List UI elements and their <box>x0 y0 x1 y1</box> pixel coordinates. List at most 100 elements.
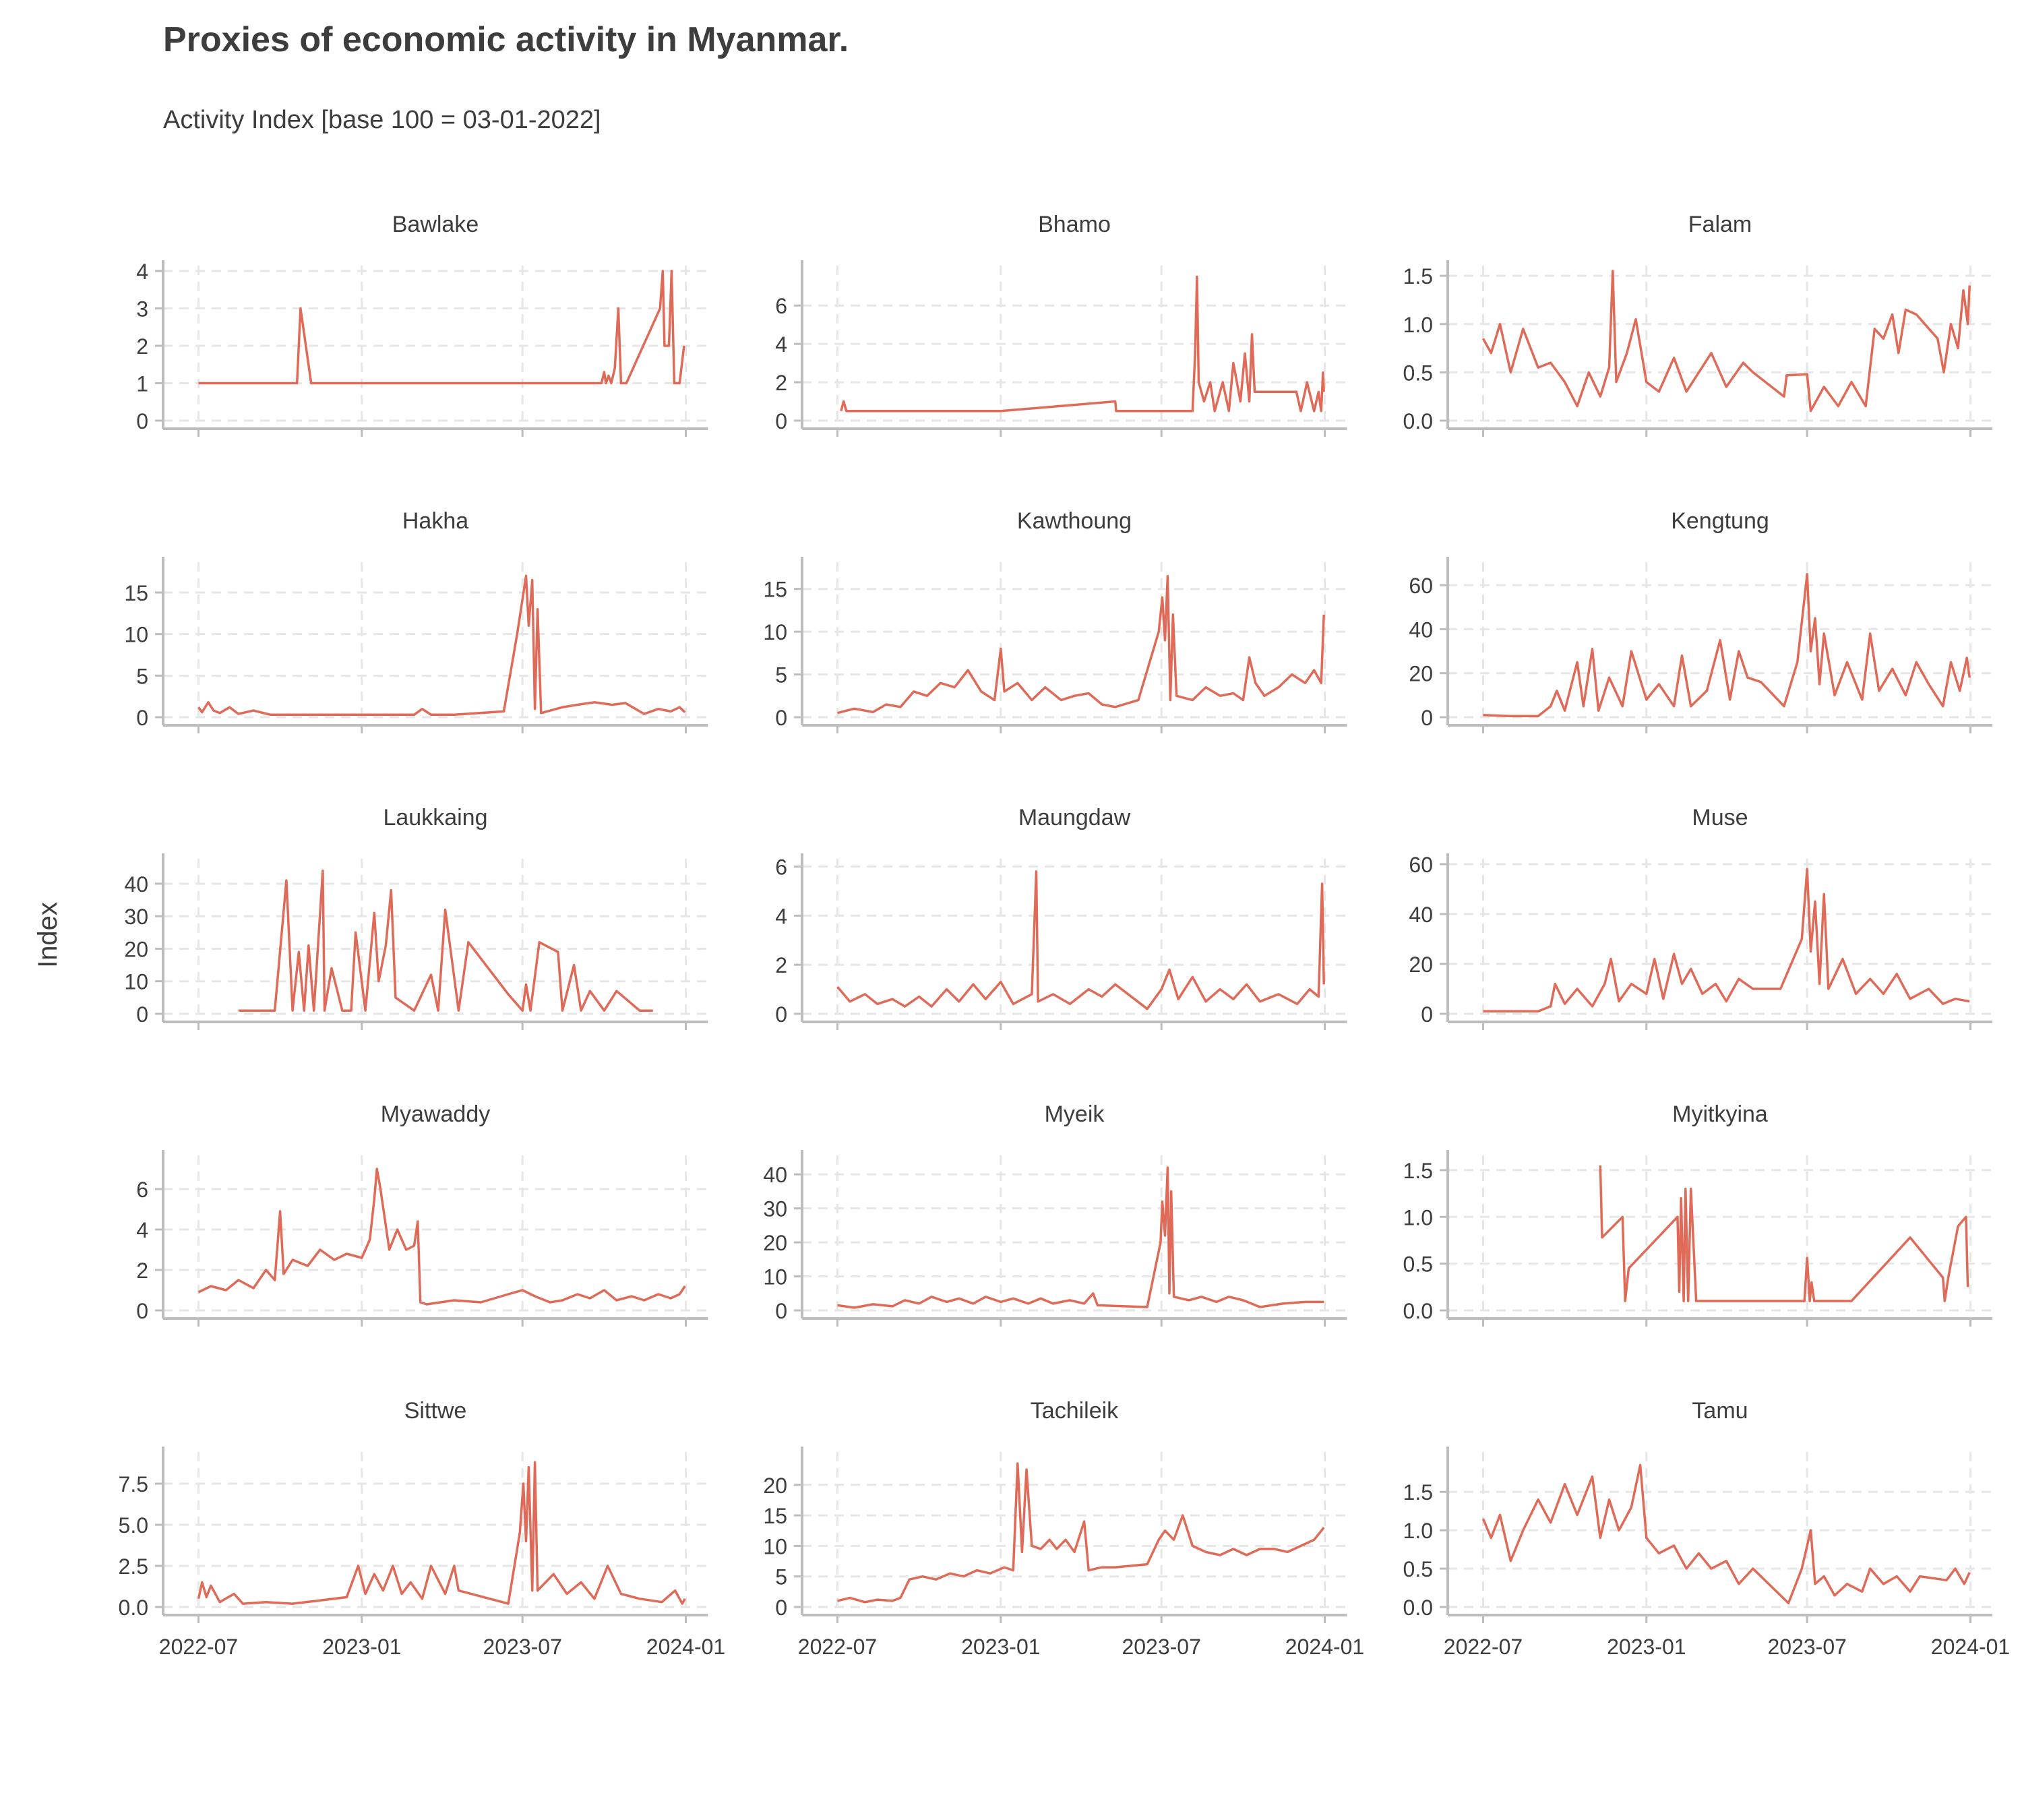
y-tick-label: 0 <box>775 706 787 730</box>
x-tick-label: 2024-01 <box>1285 1635 1364 1659</box>
x-tick-label: 2022-07 <box>798 1635 877 1659</box>
y-tick-label: 1.5 <box>1403 1480 1433 1505</box>
y-tick-label: 0 <box>1421 1002 1433 1027</box>
y-tick-label: 0.5 <box>1403 1252 1433 1277</box>
y-tick-label: 5 <box>136 664 148 688</box>
y-tick-label: 40 <box>1409 903 1433 927</box>
y-tick-label: 20 <box>763 1474 787 1498</box>
y-tick-label: 6 <box>136 1178 148 1202</box>
series-line-tamu <box>1481 1463 1971 1605</box>
chart-subtitle: Activity Index [base 100 = 03-01-2022] <box>163 106 601 134</box>
y-tick-label: 60 <box>1409 574 1433 598</box>
series-line-kengtung <box>1483 573 1971 718</box>
x-tick-label: 2023-07 <box>483 1635 561 1659</box>
y-tick-label: 0.5 <box>1403 361 1433 385</box>
y-tick-label: 20 <box>1409 952 1433 977</box>
facet-title: Myeik <box>1045 1101 1105 1127</box>
series-line-muse <box>1483 868 1970 1013</box>
y-tick-label: 20 <box>124 937 148 961</box>
facet-title: Tachileik <box>1031 1398 1119 1424</box>
facet-title: Sittwe <box>404 1398 467 1424</box>
y-tick-label: 40 <box>1409 617 1433 642</box>
facet-title: Kawthoung <box>1017 508 1132 534</box>
y-tick-label: 10 <box>763 620 787 644</box>
facet-panels: Bawlake 0 1 2 3 4 Bhamo 0 2 4 6 Falam 0.0 0.5 1.0 1.5 Ha… <box>119 212 2011 1659</box>
chart-title: Proxies of economic activity in Myanmar. <box>163 20 849 59</box>
y-tick-label: 0.0 <box>1403 1299 1433 1323</box>
y-tick-label: 15 <box>763 1504 787 1528</box>
facet-title: Maungdaw <box>1018 805 1131 830</box>
facet-title: Hakha <box>402 508 468 534</box>
x-tick-label: 2023-01 <box>961 1635 1040 1659</box>
y-tick-label: 20 <box>763 1231 787 1255</box>
x-tick-label: 2022-07 <box>159 1635 238 1659</box>
facet-falam: Falam 0.0 0.5 1.0 1.5 <box>1403 212 1992 437</box>
y-tick-label: 0 <box>136 706 148 730</box>
facet-laukkaing: Laukkaing 0 10 20 30 40 <box>124 805 708 1030</box>
facet-bhamo: Bhamo 0 2 4 6 <box>775 212 1347 437</box>
x-tick-label: 2023-07 <box>1767 1635 1846 1659</box>
series-line-sittwe <box>197 1461 686 1605</box>
y-tick-label: 2 <box>136 334 148 359</box>
y-tick-label: 0.0 <box>1403 1596 1433 1620</box>
y-tick-label: 0.0 <box>119 1596 148 1620</box>
y-tick-label: 40 <box>124 872 148 897</box>
series-line-falam <box>1481 270 1971 413</box>
facet-myitkyina: Myitkyina 0.0 0.5 1.0 1.5 <box>1403 1101 1992 1327</box>
y-tick-label: 10 <box>124 970 148 994</box>
series-line-laukkaing <box>238 869 653 1012</box>
facet-title: Myawaddy <box>381 1101 491 1127</box>
y-tick-label: 4 <box>775 904 787 928</box>
y-tick-label: 0 <box>136 1002 148 1027</box>
y-tick-label: 1.5 <box>1403 264 1433 289</box>
y-tick-label: 5.0 <box>119 1513 148 1538</box>
y-tick-label: 0 <box>775 409 787 433</box>
y-tick-label: 6 <box>775 855 787 880</box>
y-tick-label: 20 <box>1409 662 1433 686</box>
series-line-myawaddy <box>197 1167 686 1306</box>
facet-title: Kengtung <box>1671 508 1769 534</box>
facet-myeik: Myeik 0 10 20 30 40 <box>763 1101 1347 1327</box>
x-tick-label: 2023-01 <box>322 1635 401 1659</box>
x-tick-label: 2022-07 <box>1444 1635 1523 1659</box>
series-line-myeik <box>837 1166 1324 1309</box>
y-tick-label: 5 <box>775 1565 787 1589</box>
series-line-kawthoung <box>837 574 1325 715</box>
y-tick-label: 0 <box>775 1299 787 1323</box>
y-tick-label: 0 <box>136 409 148 433</box>
y-tick-label: 2 <box>775 371 787 395</box>
y-tick-label: 0 <box>775 1002 787 1027</box>
y-tick-label: 2 <box>775 953 787 977</box>
x-tick-label: 2023-07 <box>1122 1635 1200 1659</box>
facet-tamu: Tamu 0.0 0.5 1.0 1.5 2022-07 2023-01 2023-07 202… <box>1403 1398 2011 1659</box>
y-tick-label: 1.0 <box>1403 1519 1433 1543</box>
y-tick-label: 4 <box>775 332 787 357</box>
y-tick-label: 4 <box>136 260 148 284</box>
y-tick-label: 10 <box>763 1265 787 1290</box>
y-axis-label: Index <box>33 902 63 968</box>
facet-title: Bhamo <box>1038 212 1111 237</box>
y-tick-label: 0.5 <box>1403 1557 1433 1581</box>
facet-title: Bawlake <box>392 212 479 237</box>
facet-myawaddy: Myawaddy 0 2 4 6 <box>136 1101 708 1327</box>
facet-title: Laukkaing <box>383 805 487 830</box>
y-tick-label: 2.5 <box>119 1554 148 1579</box>
y-tick-label: 10 <box>124 623 148 647</box>
y-tick-label: 30 <box>124 905 148 929</box>
facet-hakha: Hakha 0 5 10 15 <box>124 508 708 733</box>
facet-title: Myitkyina <box>1672 1101 1768 1127</box>
series-line-tachileik <box>837 1462 1325 1604</box>
facet-muse: Muse 0 20 40 60 <box>1409 805 1992 1030</box>
y-tick-label: 10 <box>763 1534 787 1558</box>
series-line-myitkyina <box>1599 1165 1969 1302</box>
facet-tachileik: Tachileik 0 5 10 15 20 2022-07 2023-01 2023-07 20… <box>763 1398 1364 1659</box>
y-tick-label: 6 <box>775 294 787 318</box>
y-tick-label: 30 <box>763 1197 787 1221</box>
y-tick-label: 0 <box>1421 706 1433 730</box>
facet-title: Muse <box>1692 805 1748 830</box>
facet-kawthoung: Kawthoung 0 5 10 15 <box>763 508 1347 733</box>
y-tick-label: 5 <box>775 663 787 688</box>
series-line-bawlake <box>198 270 685 385</box>
facet-bawlake: Bawlake 0 1 2 3 4 <box>136 212 708 437</box>
x-tick-label: 2023-01 <box>1607 1635 1686 1659</box>
